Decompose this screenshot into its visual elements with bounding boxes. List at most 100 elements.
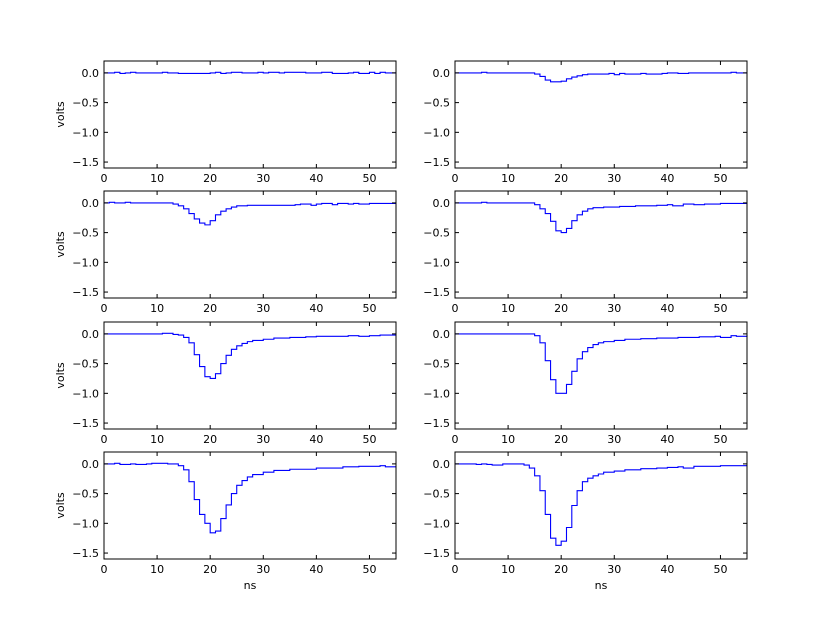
y-tick-label: −0.5 xyxy=(423,358,450,371)
x-tick-label: 30 xyxy=(256,302,270,315)
x-tick-label: 40 xyxy=(660,172,674,185)
x-tick-label: 10 xyxy=(501,302,515,315)
y-tick-label: −0.5 xyxy=(423,227,450,240)
x-tick-label: 40 xyxy=(309,563,323,576)
waveform-line xyxy=(104,462,396,534)
x-tick-label: 50 xyxy=(713,433,727,446)
subplot-7: 0 10 20 30 40 50 0.0 −0.5 −1.0 −1.5 volts ns xyxy=(54,451,397,592)
y-tick-label: −0.5 xyxy=(72,97,99,110)
x-tick-label: 40 xyxy=(309,302,323,315)
y-tick-label: −1.5 xyxy=(72,286,99,299)
y-tick-label: −0.5 xyxy=(72,488,99,501)
x-tick-label: 10 xyxy=(150,433,164,446)
x-tick-label: 30 xyxy=(607,302,621,315)
x-tick-label: 40 xyxy=(660,302,674,315)
y-tick-label: 0.0 xyxy=(433,328,451,341)
x-tick-label: 20 xyxy=(554,302,568,315)
x-tick-label: 10 xyxy=(501,172,515,185)
x-tick-label: 50 xyxy=(713,563,727,576)
x-tick-label: 30 xyxy=(256,172,270,185)
waveform-line xyxy=(455,201,747,234)
x-tick-label: 20 xyxy=(554,563,568,576)
y-axis-label: volts xyxy=(54,362,67,389)
x-tick-label: 30 xyxy=(256,433,270,446)
axes-frame xyxy=(454,321,748,430)
subplot-5: 0 10 20 30 40 50 0.0 −0.5 −1.0 −1.5 volts xyxy=(54,321,397,446)
y-axis-label: volts xyxy=(54,492,67,519)
x-tick-label: 0 xyxy=(452,302,459,315)
x-tick-label: 0 xyxy=(101,563,108,576)
axes-frame xyxy=(103,451,397,560)
y-tick-label: −1.0 xyxy=(72,517,99,530)
y-tick-label: −0.5 xyxy=(423,488,450,501)
y-tick-label: −1.0 xyxy=(423,256,450,269)
y-tick-label: −0.5 xyxy=(423,97,450,110)
x-tick-label: 30 xyxy=(607,433,621,446)
x-tick-label: 50 xyxy=(362,433,376,446)
x-tick-label: 20 xyxy=(554,433,568,446)
y-tick-label: 0.0 xyxy=(82,458,100,471)
axes-frame xyxy=(454,190,748,299)
y-tick-label: −1.5 xyxy=(423,286,450,299)
x-tick-label: 50 xyxy=(713,172,727,185)
y-tick-label: −1.5 xyxy=(72,156,99,169)
x-tick-label: 40 xyxy=(309,433,323,446)
y-tick-label: −1.0 xyxy=(423,517,450,530)
y-tick-label: −1.5 xyxy=(72,417,99,430)
x-tick-label: 40 xyxy=(660,563,674,576)
y-axis-label: volts xyxy=(54,231,67,258)
y-tick-label: −1.5 xyxy=(423,156,450,169)
x-tick-label: 30 xyxy=(607,172,621,185)
y-tick-label: 0.0 xyxy=(433,458,451,471)
y-tick-label: −1.5 xyxy=(423,547,450,560)
y-tick-label: −1.5 xyxy=(72,547,99,560)
y-tick-label: −1.0 xyxy=(423,126,450,139)
x-tick-label: 40 xyxy=(660,433,674,446)
x-tick-label: 0 xyxy=(452,433,459,446)
y-tick-label: 0.0 xyxy=(433,197,451,210)
x-tick-label: 0 xyxy=(101,433,108,446)
subplot-6: 0 10 20 30 40 50 0.0 −0.5 −1.0 −1.5 xyxy=(423,321,748,446)
x-tick-label: 0 xyxy=(452,172,459,185)
y-tick-label: 0.0 xyxy=(82,197,100,210)
x-axis-label: ns xyxy=(244,579,257,592)
y-tick-label: 0.0 xyxy=(82,67,100,80)
y-tick-label: 0.0 xyxy=(433,67,451,80)
waveform-line xyxy=(455,333,748,394)
axes-frame xyxy=(103,321,397,430)
x-tick-label: 20 xyxy=(203,563,217,576)
y-tick-label: 0.0 xyxy=(82,328,100,341)
y-tick-label: −1.5 xyxy=(423,417,450,430)
x-tick-label: 20 xyxy=(203,433,217,446)
x-tick-label: 50 xyxy=(362,302,376,315)
x-tick-label: 10 xyxy=(150,302,164,315)
x-tick-label: 10 xyxy=(501,433,515,446)
x-tick-label: 50 xyxy=(362,563,376,576)
x-tick-label: 0 xyxy=(452,563,459,576)
subplot-3: 0 10 20 30 40 50 0.0 −0.5 −1.0 −1.5 volts xyxy=(54,190,397,315)
y-tick-label: −0.5 xyxy=(72,227,99,240)
x-tick-label: 20 xyxy=(203,172,217,185)
subplot-4: 0 10 20 30 40 50 0.0 −0.5 −1.0 −1.5 xyxy=(423,190,748,315)
x-tick-label: 10 xyxy=(501,563,515,576)
waveform-line xyxy=(104,201,396,226)
waveform-line xyxy=(455,71,747,83)
y-tick-label: −1.0 xyxy=(72,256,99,269)
axes-frame xyxy=(454,451,748,560)
axes-frame xyxy=(103,60,397,169)
x-tick-label: 0 xyxy=(101,172,108,185)
waveform-line xyxy=(104,332,396,380)
y-tick-label: −1.0 xyxy=(72,387,99,400)
x-axis-label: ns xyxy=(595,579,608,592)
x-tick-label: 0 xyxy=(101,302,108,315)
axes-frame xyxy=(103,190,397,299)
x-tick-label: 10 xyxy=(150,563,164,576)
x-tick-label: 10 xyxy=(150,172,164,185)
subplot-2: 0 10 20 30 40 50 0.0 −0.5 −1.0 −1.5 xyxy=(423,60,748,185)
waveform-line xyxy=(455,463,747,546)
x-tick-label: 40 xyxy=(309,172,323,185)
x-tick-label: 20 xyxy=(554,172,568,185)
x-tick-label: 50 xyxy=(713,302,727,315)
waveform-line xyxy=(104,71,396,75)
